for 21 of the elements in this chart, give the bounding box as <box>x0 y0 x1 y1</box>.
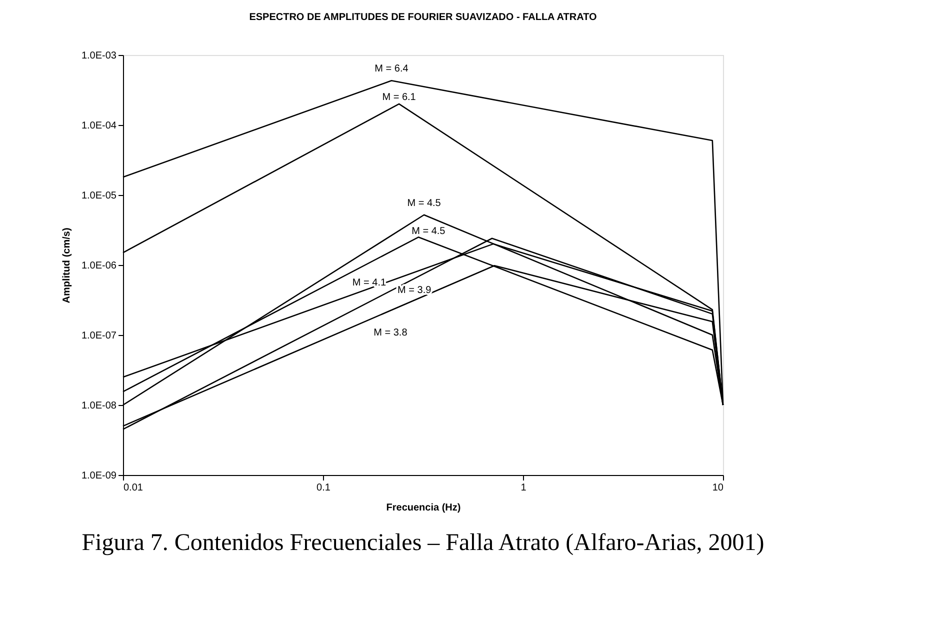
series-label: M = 6.4 <box>374 64 409 75</box>
y-tick-label: 1.0E-09 <box>81 470 117 482</box>
y-tick-label: 1.0E-04 <box>81 120 117 132</box>
x-tick-label: 0.1 <box>316 482 331 494</box>
text: Figura 7. Contenidos Frecuenciales – Falla Atrato (Alfaro-Arias, 2001) <box>82 530 764 556</box>
y-tick-label: 1.0E-08 <box>81 400 117 412</box>
y-axis-title: Amplitud (cm/s) <box>61 228 72 304</box>
x-tick-label: 1 <box>520 482 527 494</box>
x-tick-label: 0.01 <box>124 482 144 494</box>
y-tick-label: 1.0E-05 <box>81 190 117 202</box>
y-tick-label: 1.0E-03 <box>81 50 117 62</box>
series-label: M = 4.5 <box>412 226 446 238</box>
chart-title: ESPECTRO DE AMPLITUDES DE FOURIER SUAVIZADO - FALLA ATRATO <box>249 12 598 23</box>
y-tick-label: 1.0E-06 <box>81 260 117 272</box>
series-label: M = 3.8 <box>374 328 408 339</box>
x-tick-label: 10 <box>712 482 724 494</box>
series-label: M = 6.1 <box>382 92 416 103</box>
x-axis-title: Frecuencia (Hz) <box>386 502 461 514</box>
series-label: M = 4.5 <box>407 198 442 209</box>
y-tick-label: 1.0E-07 <box>81 330 117 342</box>
series-label: M = 3.9 <box>398 285 432 296</box>
